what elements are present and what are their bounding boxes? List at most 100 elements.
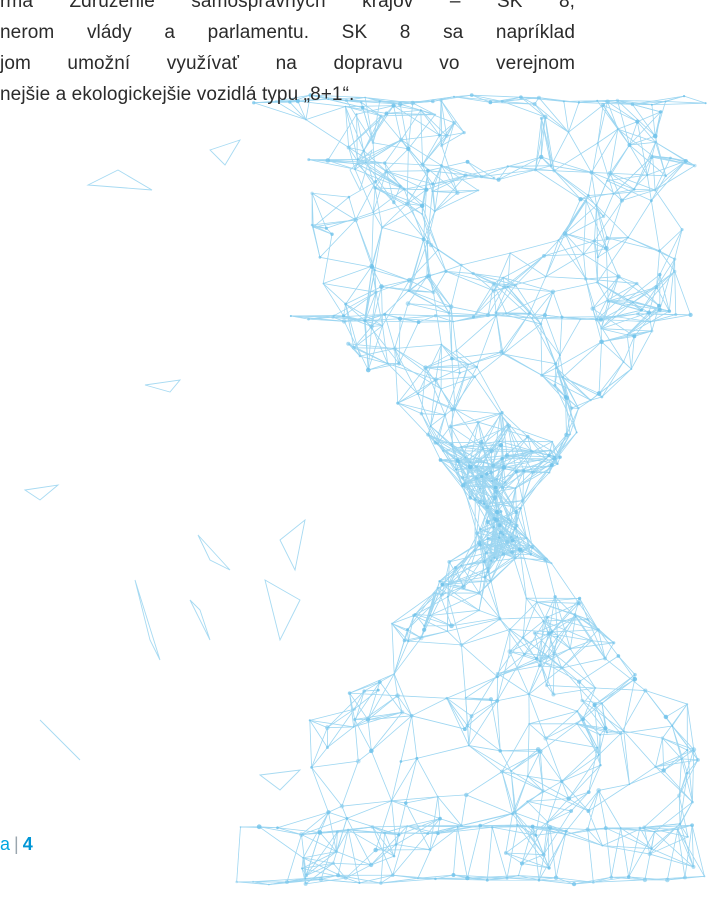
network-edge [446, 697, 472, 717]
network-edge [607, 174, 648, 182]
network-edge [441, 344, 476, 377]
network-edge [484, 534, 504, 578]
network-edge [484, 568, 489, 578]
network-edge [527, 780, 562, 802]
network-edge [372, 212, 383, 228]
network-node [556, 462, 559, 465]
network-edge [568, 754, 600, 799]
network-node [369, 263, 374, 269]
network-edge [505, 813, 513, 854]
network-edge [511, 549, 521, 553]
network-edge [535, 156, 542, 171]
network-edge [439, 818, 462, 826]
network-edge [479, 444, 502, 490]
network-node [574, 615, 577, 618]
network-edge [476, 532, 500, 539]
network-node [453, 407, 457, 411]
network-edge [480, 528, 508, 543]
network-edge [564, 233, 584, 255]
network-edge [420, 109, 455, 124]
network-edge [535, 169, 555, 172]
network-edge [461, 560, 485, 566]
network-node [362, 689, 366, 693]
network-edge [302, 857, 347, 879]
network-edge [639, 823, 681, 829]
network-node [424, 187, 429, 192]
network-edge [450, 264, 462, 307]
network-node [680, 757, 683, 761]
network-node [616, 274, 621, 279]
network-edge [554, 355, 561, 386]
network-edge [493, 283, 505, 288]
network-node [525, 536, 528, 540]
network-node [335, 830, 339, 834]
network-node [673, 257, 677, 261]
network-edge [630, 336, 635, 370]
network-node [683, 158, 688, 164]
network-edge [449, 312, 496, 317]
network-node [658, 272, 662, 277]
network-node [455, 349, 458, 352]
network-edge [391, 800, 441, 819]
network-edge [527, 436, 552, 451]
network-edge [364, 320, 369, 371]
network-node [486, 566, 490, 570]
network-edge [562, 377, 573, 409]
network-edge [435, 379, 453, 410]
network-edge [501, 351, 504, 355]
network-edge [527, 775, 569, 800]
network-edge [398, 825, 408, 836]
network-node [664, 100, 667, 103]
network-node [506, 517, 510, 521]
network-edge [476, 532, 489, 572]
network-edge [522, 550, 531, 555]
network-edge [655, 111, 662, 143]
network-edge [447, 550, 476, 598]
network-edge [503, 465, 551, 468]
network-edge [345, 106, 359, 160]
network-edge [469, 462, 485, 498]
network-edge [496, 511, 518, 526]
network-edge [363, 115, 382, 151]
network-edge [644, 826, 689, 838]
network-edge [500, 532, 518, 537]
network-edge [496, 519, 504, 555]
network-edge [460, 565, 491, 582]
network-edge [327, 160, 358, 165]
network-edge [423, 587, 438, 630]
network-edge [408, 114, 436, 150]
network-edge [602, 826, 645, 847]
network-node [493, 485, 498, 490]
network-edge [522, 470, 525, 501]
network-edge [458, 462, 476, 500]
network-edge [507, 424, 517, 472]
network-edge [469, 448, 484, 463]
network-edge [357, 750, 372, 762]
network-edge [495, 458, 503, 480]
network-edge [393, 637, 422, 675]
network-edge [483, 473, 488, 502]
network-edge [465, 457, 517, 472]
network-edge [601, 330, 652, 343]
network-edge [487, 536, 518, 539]
network-edge [370, 834, 400, 866]
network-edge [391, 796, 438, 802]
network-edge [398, 363, 442, 390]
network-edge [461, 644, 467, 698]
network-edge [553, 687, 596, 695]
network-edge [496, 654, 525, 701]
network-node [499, 349, 504, 355]
network-edge [496, 519, 532, 555]
network-edge [421, 214, 432, 246]
network-edge [561, 658, 606, 669]
network-edge [371, 292, 377, 327]
floating-fragment [39, 719, 81, 761]
network-edge [302, 857, 307, 876]
network-node [521, 636, 525, 639]
network-node [669, 156, 672, 160]
network-edge [515, 255, 545, 286]
network-edge [547, 810, 572, 823]
network-node [502, 352, 505, 356]
network-edge [548, 655, 580, 683]
network-edge [466, 825, 481, 879]
